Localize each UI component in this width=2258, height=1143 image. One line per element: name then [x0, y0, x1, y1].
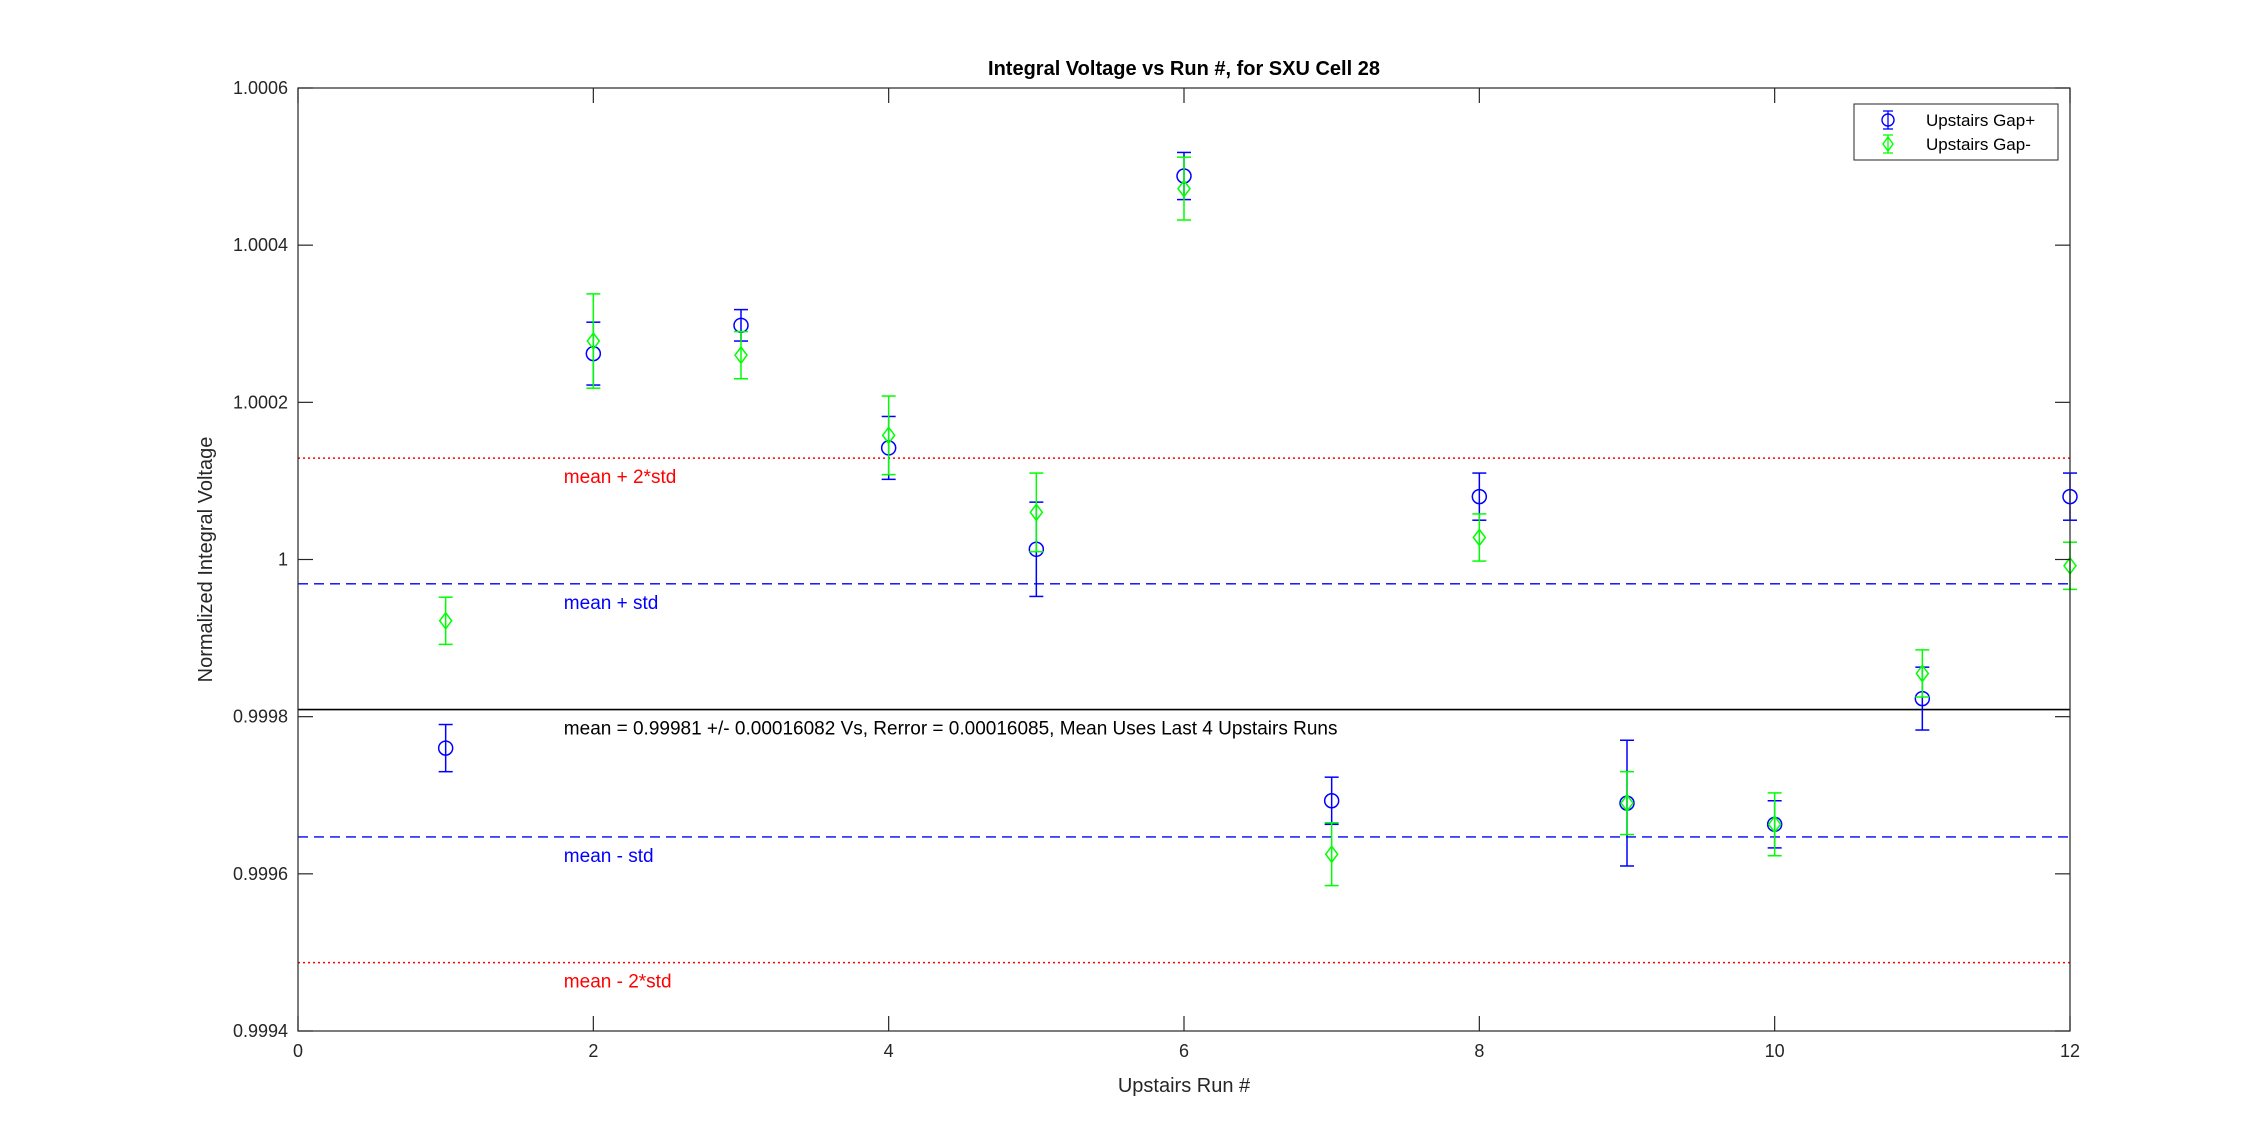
series-group	[437, 151, 2078, 867]
y-tick-label: 0.9998	[233, 707, 288, 727]
reference-lines: mean + 2*std mean + std mean = 0.99981 +/-…	[298, 457, 2070, 993]
data-point	[1472, 528, 1487, 547]
reference-line-label: mean = 0.99981 +/- 0.00016082 Vs, Rerror…	[564, 719, 1338, 740]
data-point	[1324, 844, 1339, 864]
reference-line-label: mean - std	[564, 846, 654, 867]
data-point	[1029, 503, 1044, 522]
data-point	[881, 426, 896, 445]
data-point	[1915, 664, 1930, 683]
reference-line-label: mean + 2*std	[564, 467, 677, 488]
data-point	[438, 611, 453, 631]
x-tick-label: 8	[1474, 1041, 1484, 1061]
y-tick-label: 1.0004	[233, 235, 288, 255]
data-point	[1177, 179, 1191, 198]
data-point	[586, 331, 601, 351]
data-point	[1767, 815, 1782, 834]
x-axis-label: Upstairs Run #	[1118, 1075, 1251, 1097]
y-tick-label: 1.0006	[233, 78, 288, 98]
data-series	[437, 151, 2078, 887]
x-tick-label: 6	[1179, 1041, 1189, 1061]
data-point	[734, 345, 748, 365]
x-tick-label: 0	[293, 1041, 303, 1061]
x-tick-label: 10	[1765, 1041, 1785, 1061]
data-point	[1323, 793, 1340, 809]
series-group	[438, 156, 2077, 887]
axes-box	[297, 87, 2071, 1032]
data-point	[1471, 488, 1488, 505]
legend-marker	[1881, 113, 1895, 127]
legend-marker	[1882, 135, 1894, 153]
x-tick-label: 12	[2060, 1041, 2080, 1061]
x-tick-label: 2	[588, 1041, 598, 1061]
y-tick-label: 0.9994	[233, 1021, 288, 1041]
axis-ticks: 0 2 4 6 8 10 12 0.9994 0.9996 0.9998 1 1.0002 1.0004…	[233, 78, 2080, 1061]
chart-title: Integral Voltage vs Run #, for SXU Cell …	[988, 58, 1380, 80]
reference-line-label: mean + std	[564, 593, 659, 614]
reference-line-label: mean - 2*std	[564, 972, 672, 993]
y-tick-label: 0.9996	[233, 864, 288, 884]
legend-entry-label: Upstairs Gap-	[1926, 135, 2031, 154]
y-axis-label: Normalized Integral Voltage	[195, 437, 217, 683]
data-point	[437, 740, 454, 756]
y-tick-label: 1	[278, 550, 288, 570]
y-tick-label: 1.0002	[233, 392, 288, 412]
legend-entry-label: Upstairs Gap+	[1926, 111, 2035, 130]
x-tick-label: 4	[884, 1041, 894, 1061]
data-point	[1620, 793, 1634, 813]
legend: Upstairs Gap+ Upstairs Gap-	[1853, 103, 2059, 161]
